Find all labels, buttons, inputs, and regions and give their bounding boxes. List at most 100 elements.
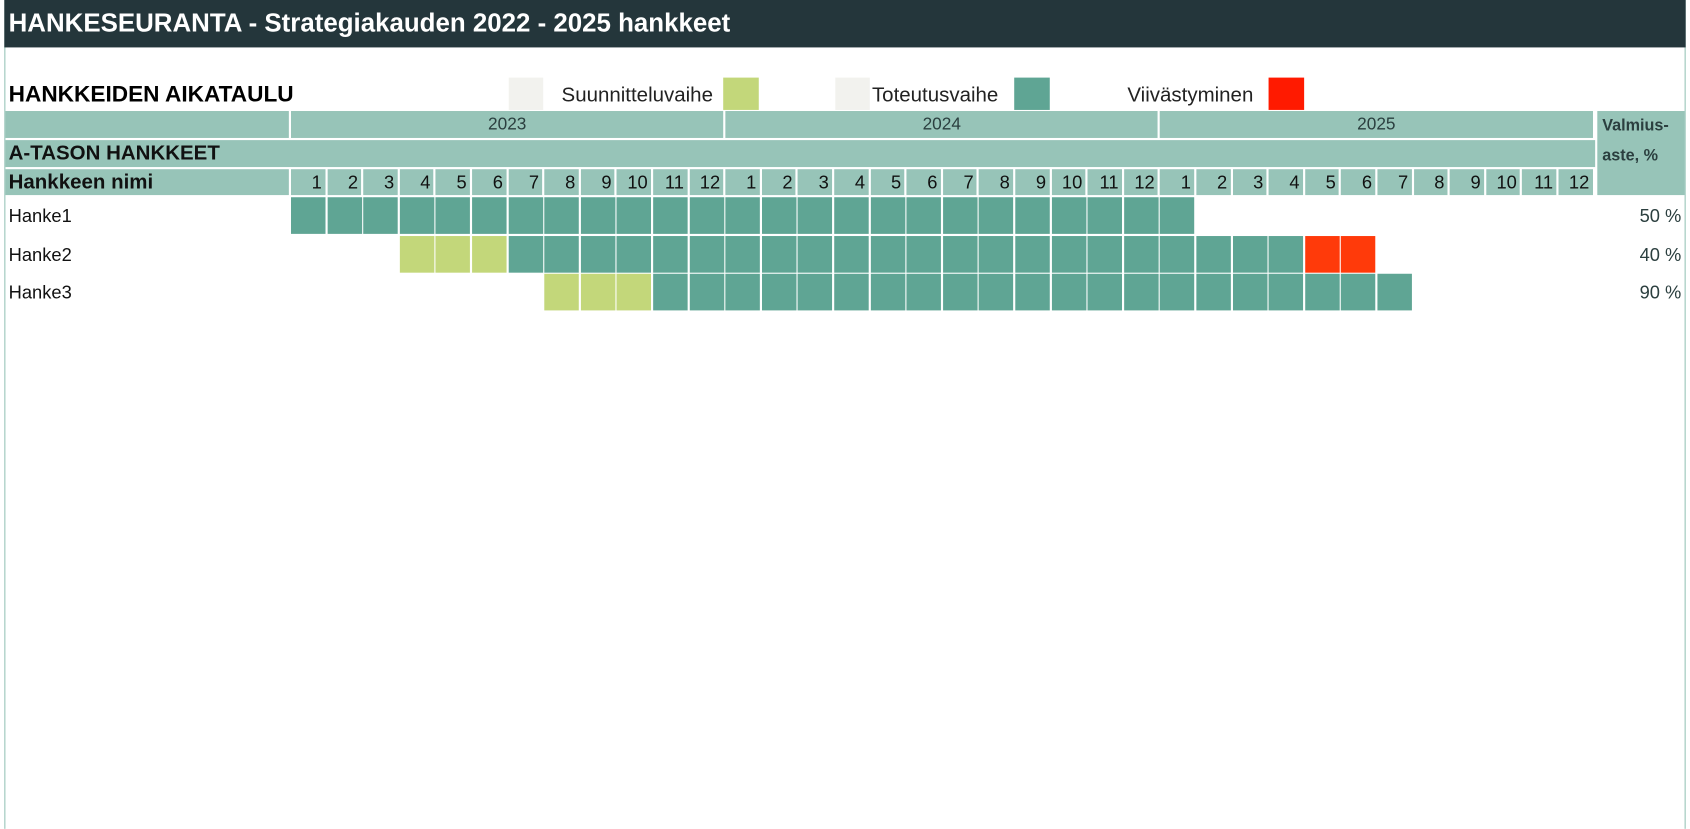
month-cell: 9 — [1449, 169, 1484, 196]
gantt-cell — [1051, 273, 1087, 311]
gantt-cell — [942, 235, 978, 273]
month-cell: 4 — [399, 169, 434, 196]
gantt-cell — [1268, 273, 1304, 311]
gantt-cell — [435, 235, 471, 273]
month-cell: 6 — [906, 169, 941, 196]
gantt-cell — [979, 235, 1014, 273]
gantt-cell — [291, 197, 326, 234]
year-cell: 2023 — [291, 111, 724, 138]
project-name: Hanke1 — [8, 205, 72, 227]
gantt-cell — [653, 273, 688, 311]
gantt-cell — [616, 197, 652, 234]
gantt-cell — [399, 197, 435, 234]
gantt-cell — [1015, 235, 1050, 273]
gantt-cell — [1160, 235, 1195, 273]
gantt-cell — [544, 273, 580, 311]
gantt-cell — [472, 197, 507, 234]
month-cell: 10 — [1051, 169, 1086, 196]
group-label: A-TASON HANKKEET — [8, 142, 220, 165]
gantt-cell — [906, 273, 942, 311]
legend-label: Toteutusvaihe — [871, 84, 999, 107]
gantt-cell — [725, 197, 761, 234]
gantt-cell — [942, 273, 978, 311]
gantt-cell — [1196, 235, 1231, 273]
month-cell: 9 — [580, 169, 615, 196]
gantt-cell — [653, 235, 688, 273]
month-cell: 5 — [870, 169, 905, 196]
gantt-cell — [870, 235, 906, 273]
month-cell: 3 — [797, 169, 833, 196]
legend-label: Suunnitteluvaihe — [561, 84, 713, 107]
gantt-cell — [653, 197, 688, 234]
gantt-cell — [435, 197, 471, 234]
month-cell: 7 — [1377, 169, 1412, 196]
month-cell: 7 — [508, 169, 543, 196]
gantt-cell — [979, 273, 1014, 311]
gantt-cell — [906, 235, 942, 273]
legend-spacer — [508, 77, 544, 110]
gantt-cell — [1087, 273, 1123, 311]
gantt-cell — [616, 273, 652, 311]
gantt-cell — [1232, 273, 1268, 311]
gantt-cell — [580, 235, 616, 273]
gantt-cell — [689, 235, 724, 273]
gantt-cell — [1087, 235, 1123, 273]
legend-label: Viivästyminen — [1127, 84, 1254, 107]
gantt-cell — [1160, 273, 1195, 311]
gantt-cell — [508, 197, 543, 234]
month-cell: 3 — [363, 169, 398, 196]
month-cell: 8 — [544, 169, 579, 196]
month-cell: 12 — [689, 169, 724, 196]
completion-value: 90 % — [1639, 282, 1682, 303]
gantt-cell — [1123, 273, 1159, 311]
gantt-cell — [327, 197, 362, 234]
gantt-cell — [761, 197, 797, 234]
gantt-cell — [942, 197, 978, 234]
gantt-cell — [1015, 273, 1050, 311]
gantt-cell — [979, 197, 1014, 234]
gantt-cell — [399, 235, 435, 273]
legend-swatch — [723, 77, 759, 110]
month-cell: 8 — [979, 169, 1014, 196]
month-cell: 11 — [1522, 169, 1557, 196]
month-cell: 11 — [1087, 169, 1122, 196]
month-cell: 10 — [1486, 169, 1521, 196]
month-cell: 5 — [1304, 169, 1340, 196]
month-cell: 3 — [1232, 169, 1267, 196]
gantt-cell — [1232, 235, 1268, 273]
gantt-cell — [761, 273, 797, 311]
month-cell: 4 — [834, 169, 869, 196]
month-cell: 6 — [472, 169, 507, 196]
gantt-cell — [1377, 273, 1413, 311]
legend-spacer — [835, 77, 870, 110]
gantt-cell — [870, 273, 906, 311]
month-cell: 1 — [725, 169, 760, 196]
gantt-cell — [363, 197, 399, 234]
gantt-cell — [1341, 273, 1376, 311]
year-cell: 2024 — [725, 111, 1158, 138]
group-band — [5, 140, 1595, 168]
completion-header: Valmius- — [1602, 116, 1669, 135]
gantt-cell — [834, 273, 869, 311]
gantt-cell — [797, 235, 833, 273]
gantt-cell — [870, 197, 906, 234]
gantt-cell — [1160, 197, 1195, 234]
completion-header: aste, % — [1602, 146, 1658, 165]
gantt-cell — [580, 197, 616, 234]
name-header-band — [5, 169, 289, 196]
month-cell: 2 — [327, 169, 362, 196]
gantt-cell — [1087, 197, 1123, 234]
month-cell: 10 — [616, 169, 651, 196]
gantt-cell — [1341, 235, 1376, 273]
gantt-cell — [544, 235, 580, 273]
gantt-cell — [797, 273, 833, 311]
month-cell: 11 — [653, 169, 688, 196]
year-band-left — [5, 111, 289, 138]
gantt-cell — [725, 235, 761, 273]
project-name: Hanke2 — [8, 244, 72, 265]
project-name: Hanke3 — [8, 282, 72, 303]
gantt-cell — [689, 197, 724, 234]
gantt-cell — [508, 235, 543, 273]
gantt-cell — [1268, 235, 1304, 273]
month-cell: 6 — [1341, 169, 1376, 196]
